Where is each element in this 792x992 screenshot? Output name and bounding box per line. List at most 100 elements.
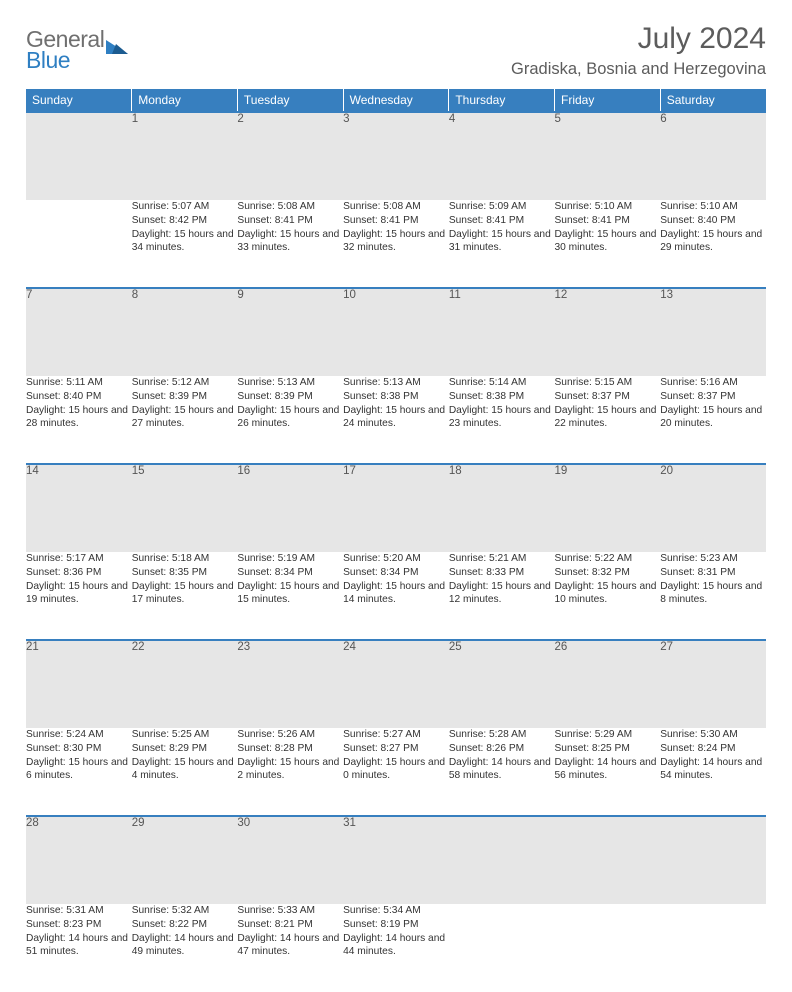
daylight-text: Daylight: 14 hours and 51 minutes. xyxy=(26,932,132,960)
sunrise-text: Sunrise: 5:24 AM xyxy=(26,728,132,742)
sunrise-text: Sunrise: 5:18 AM xyxy=(132,552,238,566)
day-cell: Sunrise: 5:34 AMSunset: 8:19 PMDaylight:… xyxy=(343,904,449,992)
day-cell: Sunrise: 5:26 AMSunset: 8:28 PMDaylight:… xyxy=(237,728,343,816)
day-cell: Sunrise: 5:19 AMSunset: 8:34 PMDaylight:… xyxy=(237,552,343,640)
sunrise-text: Sunrise: 5:11 AM xyxy=(26,376,132,390)
day-cell: Sunrise: 5:15 AMSunset: 8:37 PMDaylight:… xyxy=(555,376,661,464)
sunset-text: Sunset: 8:37 PM xyxy=(555,390,661,404)
day-cell: Sunrise: 5:20 AMSunset: 8:34 PMDaylight:… xyxy=(343,552,449,640)
sunset-text: Sunset: 8:33 PM xyxy=(449,566,555,580)
day-number xyxy=(555,816,661,904)
day-number: 11 xyxy=(449,288,555,376)
day-number-row: 78910111213 xyxy=(26,288,766,376)
page-title: July 2024 xyxy=(511,22,766,56)
sunrise-text: Sunrise: 5:31 AM xyxy=(26,904,132,918)
day-content-row: Sunrise: 5:24 AMSunset: 8:30 PMDaylight:… xyxy=(26,728,766,816)
day-number: 27 xyxy=(660,640,766,728)
sunset-text: Sunset: 8:39 PM xyxy=(237,390,343,404)
day-number: 28 xyxy=(26,816,132,904)
calendar-table: Sunday Monday Tuesday Wednesday Thursday… xyxy=(26,89,766,992)
logo-text-block: General Blue xyxy=(26,26,104,74)
day-number-row: 21222324252627 xyxy=(26,640,766,728)
day-content-row: Sunrise: 5:17 AMSunset: 8:36 PMDaylight:… xyxy=(26,552,766,640)
daylight-text: Daylight: 15 hours and 20 minutes. xyxy=(660,404,766,432)
day-number: 7 xyxy=(26,288,132,376)
logo: General Blue xyxy=(26,26,128,74)
sunrise-text: Sunrise: 5:22 AM xyxy=(555,552,661,566)
sunrise-text: Sunrise: 5:26 AM xyxy=(237,728,343,742)
daylight-text: Daylight: 14 hours and 49 minutes. xyxy=(132,932,238,960)
daylight-text: Daylight: 15 hours and 33 minutes. xyxy=(237,228,343,256)
day-cell: Sunrise: 5:17 AMSunset: 8:36 PMDaylight:… xyxy=(26,552,132,640)
day-cell xyxy=(26,200,132,288)
sunrise-text: Sunrise: 5:23 AM xyxy=(660,552,766,566)
day-number xyxy=(26,112,132,200)
day-number: 12 xyxy=(555,288,661,376)
sunrise-text: Sunrise: 5:09 AM xyxy=(449,200,555,214)
location-label: Gradiska, Bosnia and Herzegovina xyxy=(511,60,766,79)
calendar-body: 123456Sunrise: 5:07 AMSunset: 8:42 PMDay… xyxy=(26,112,766,992)
day-number: 10 xyxy=(343,288,449,376)
day-cell: Sunrise: 5:24 AMSunset: 8:30 PMDaylight:… xyxy=(26,728,132,816)
day-number: 22 xyxy=(132,640,238,728)
sunset-text: Sunset: 8:41 PM xyxy=(555,214,661,228)
sunrise-text: Sunrise: 5:07 AM xyxy=(132,200,238,214)
sunrise-text: Sunrise: 5:10 AM xyxy=(660,200,766,214)
day-cell: Sunrise: 5:28 AMSunset: 8:26 PMDaylight:… xyxy=(449,728,555,816)
triangle-icon xyxy=(106,40,128,54)
day-cell: Sunrise: 5:21 AMSunset: 8:33 PMDaylight:… xyxy=(449,552,555,640)
sunrise-text: Sunrise: 5:34 AM xyxy=(343,904,449,918)
day-number: 14 xyxy=(26,464,132,552)
day-number: 8 xyxy=(132,288,238,376)
sunrise-text: Sunrise: 5:08 AM xyxy=(237,200,343,214)
day-number: 19 xyxy=(555,464,661,552)
daylight-text: Daylight: 15 hours and 23 minutes. xyxy=(449,404,555,432)
sunset-text: Sunset: 8:35 PM xyxy=(132,566,238,580)
sunrise-text: Sunrise: 5:27 AM xyxy=(343,728,449,742)
day-cell: Sunrise: 5:31 AMSunset: 8:23 PMDaylight:… xyxy=(26,904,132,992)
daylight-text: Daylight: 15 hours and 27 minutes. xyxy=(132,404,238,432)
sunrise-text: Sunrise: 5:32 AM xyxy=(132,904,238,918)
day-number: 26 xyxy=(555,640,661,728)
day-number: 25 xyxy=(449,640,555,728)
weekday-header: Monday xyxy=(132,89,238,112)
sunset-text: Sunset: 8:28 PM xyxy=(237,742,343,756)
sunset-text: Sunset: 8:39 PM xyxy=(132,390,238,404)
day-number: 23 xyxy=(237,640,343,728)
sunset-text: Sunset: 8:41 PM xyxy=(237,214,343,228)
day-number: 4 xyxy=(449,112,555,200)
day-number: 3 xyxy=(343,112,449,200)
day-number xyxy=(660,816,766,904)
daylight-text: Daylight: 15 hours and 22 minutes. xyxy=(555,404,661,432)
weekday-header-row: Sunday Monday Tuesday Wednesday Thursday… xyxy=(26,89,766,112)
daylight-text: Daylight: 15 hours and 15 minutes. xyxy=(237,580,343,608)
sunset-text: Sunset: 8:29 PM xyxy=(132,742,238,756)
day-cell: Sunrise: 5:25 AMSunset: 8:29 PMDaylight:… xyxy=(132,728,238,816)
day-cell xyxy=(449,904,555,992)
day-number xyxy=(449,816,555,904)
daylight-text: Daylight: 15 hours and 19 minutes. xyxy=(26,580,132,608)
daylight-text: Daylight: 14 hours and 56 minutes. xyxy=(555,756,661,784)
sunset-text: Sunset: 8:23 PM xyxy=(26,918,132,932)
sunrise-text: Sunrise: 5:30 AM xyxy=(660,728,766,742)
sunrise-text: Sunrise: 5:33 AM xyxy=(237,904,343,918)
day-number: 30 xyxy=(237,816,343,904)
sunrise-text: Sunrise: 5:19 AM xyxy=(237,552,343,566)
day-number: 5 xyxy=(555,112,661,200)
day-number: 17 xyxy=(343,464,449,552)
day-cell: Sunrise: 5:08 AMSunset: 8:41 PMDaylight:… xyxy=(237,200,343,288)
sunset-text: Sunset: 8:41 PM xyxy=(343,214,449,228)
daylight-text: Daylight: 15 hours and 14 minutes. xyxy=(343,580,449,608)
sunset-text: Sunset: 8:37 PM xyxy=(660,390,766,404)
day-cell: Sunrise: 5:18 AMSunset: 8:35 PMDaylight:… xyxy=(132,552,238,640)
day-number-row: 28293031 xyxy=(26,816,766,904)
sunrise-text: Sunrise: 5:12 AM xyxy=(132,376,238,390)
sunrise-text: Sunrise: 5:13 AM xyxy=(237,376,343,390)
header: General Blue July 2024 Gradiska, Bosnia … xyxy=(26,22,766,79)
daylight-text: Daylight: 15 hours and 4 minutes. xyxy=(132,756,238,784)
daylight-text: Daylight: 14 hours and 54 minutes. xyxy=(660,756,766,784)
day-number: 29 xyxy=(132,816,238,904)
day-number: 9 xyxy=(237,288,343,376)
sunset-text: Sunset: 8:31 PM xyxy=(660,566,766,580)
day-cell xyxy=(660,904,766,992)
